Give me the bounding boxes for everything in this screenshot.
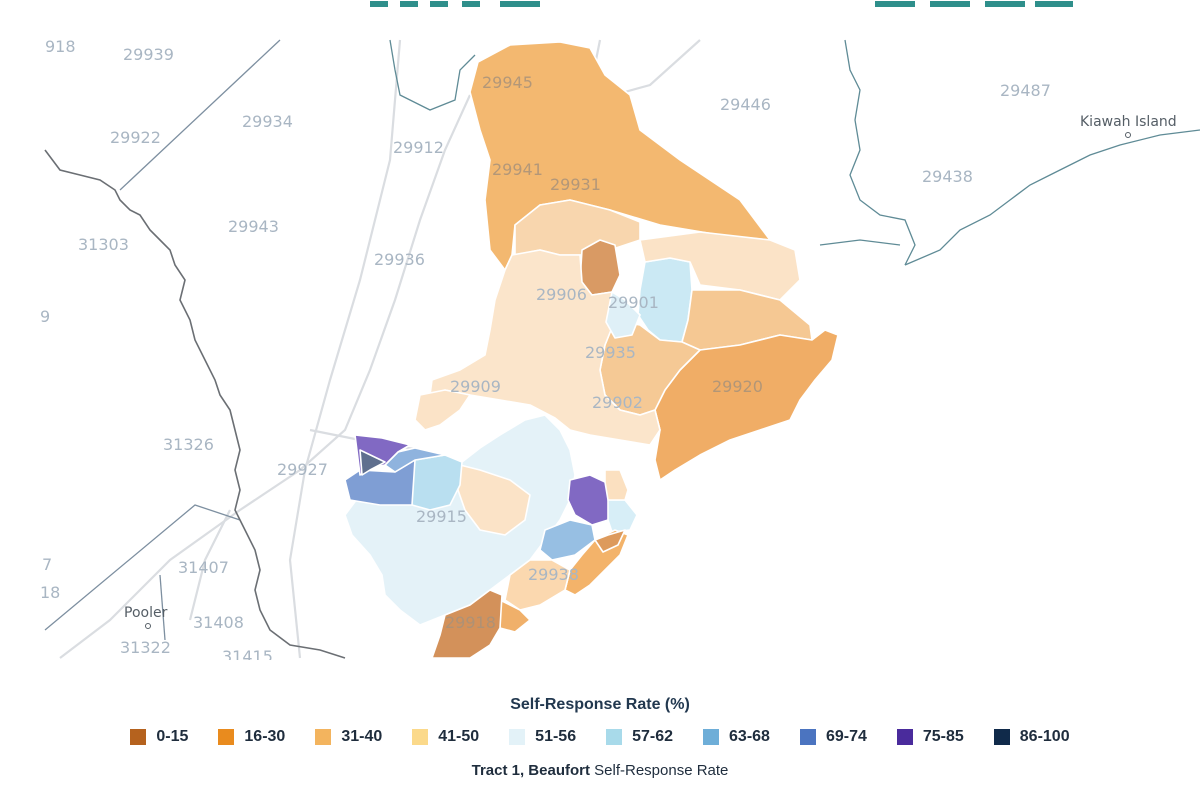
legend-swatch [799, 729, 816, 745]
legend-swatch [703, 729, 720, 745]
header-fragment-right [875, 0, 1075, 19]
zip-label: 29945 [482, 73, 533, 92]
zip-label: 29915 [416, 507, 467, 526]
boundary-lines [44, 39, 281, 641]
zip-label-partial: 9 [40, 307, 50, 326]
zip-label: 29487 [1000, 81, 1051, 100]
header-fragment-left [370, 0, 550, 19]
zip-label: 29438 [922, 167, 973, 186]
legend-item: 41-50 [412, 728, 479, 746]
legend: 0-15 16-30 31-40 41-50 51-56 57-62 63-68 69-74 7… [0, 724, 1200, 750]
tract-beige-south[interactable] [457, 464, 531, 536]
legend-label: 57-62 [632, 728, 674, 745]
legend-item: 16-30 [218, 728, 285, 746]
legend-label: 31-40 [341, 728, 383, 745]
zip-label-partial: 7 [42, 555, 52, 574]
tract-orange-coast-2[interactable] [594, 529, 626, 553]
legend-item: 31-40 [315, 728, 382, 746]
legend-label: 16-30 [244, 728, 286, 745]
zip-label: 29938 [528, 565, 579, 584]
legend-swatch [896, 729, 913, 745]
header-glyphs-right [875, 1, 1073, 7]
legend-swatch [218, 729, 235, 745]
legend-panel [0, 660, 1200, 792]
tract-beige-small-1[interactable] [604, 469, 629, 501]
legend-swatch [606, 729, 623, 745]
coastal-waterways [389, 39, 1200, 266]
zip-label: 29902 [592, 393, 643, 412]
map-caption: Tract 1, Beaufort Self-Response Rate [0, 762, 1200, 779]
zip-label: 29931 [550, 175, 601, 194]
place-label-kiawah-island: Kiawah Island [1080, 114, 1177, 130]
zip-label: 29939 [123, 45, 174, 64]
zip-label: 29941 [492, 160, 543, 179]
zip-label: 31303 [78, 235, 129, 254]
legend-item: 51-56 [509, 728, 576, 746]
zip-label: 29912 [393, 138, 444, 157]
zip-label: 29936 [374, 250, 425, 269]
savannah-river [44, 149, 346, 659]
legend-item: 57-62 [606, 728, 673, 746]
zip-label: 29934 [242, 112, 293, 131]
zip-label: 918 [45, 37, 76, 56]
zip-label: 29918 [445, 613, 496, 632]
legend-label: 51-56 [535, 728, 577, 745]
legend-swatch [315, 729, 332, 745]
legend-item: 0-15 [130, 728, 188, 746]
tract-0-15-29918[interactable] [431, 589, 503, 659]
zip-labels: 918 29939 29934 29922 29912 29945 29446 … [40, 37, 1051, 665]
zip-label: 29922 [110, 128, 161, 147]
legend-label: 86-100 [1019, 728, 1070, 745]
zip-label: 31322 [120, 638, 171, 657]
legend-item: 75-85 [896, 728, 964, 746]
caption-rest: Self-Response Rate [589, 762, 729, 779]
zip-label: 29920 [712, 377, 763, 396]
legend-label: 41-50 [438, 728, 480, 745]
header-glyphs-left [370, 1, 540, 7]
tracts [344, 41, 839, 659]
tract-peach-south[interactable] [504, 559, 571, 611]
tract-beige-29909[interactable] [429, 249, 661, 446]
kiawah-island-marker-icon [1125, 132, 1131, 138]
tract-beige-west-strip[interactable] [414, 389, 471, 431]
place-label-pooler: Pooler [124, 605, 168, 621]
zip-label: 29909 [450, 377, 501, 396]
zip-label: 29446 [720, 95, 771, 114]
tract-light-blue-small[interactable] [605, 291, 641, 339]
legend-item: 63-68 [703, 728, 770, 746]
legend-label: 0-15 [156, 728, 189, 745]
zip-label: 31326 [163, 435, 214, 454]
zip-label: 29906 [536, 285, 587, 304]
legend-swatch [412, 729, 429, 745]
pooler-marker-icon [145, 623, 151, 629]
tract-blue-63-68-east[interactable] [539, 519, 596, 561]
legend-item: 86-100 [993, 728, 1070, 746]
zip-code-map[interactable]: 918 29939 29934 29922 29912 29945 29446 … [0, 0, 1200, 665]
place-labels: Kiawah Island Pooler [124, 114, 1177, 629]
legend-swatch [509, 729, 526, 745]
tract-dark-86-100[interactable] [359, 449, 386, 476]
legend-swatch [130, 729, 147, 745]
zip-label: 29935 [585, 343, 636, 362]
legend-label: 69-74 [825, 728, 867, 745]
zip-label: 29927 [277, 460, 328, 479]
zip-label: 31408 [193, 613, 244, 632]
legend-label: 63-68 [729, 728, 770, 745]
legend-swatch [993, 729, 1010, 745]
legend-label: 75-85 [922, 728, 964, 745]
zip-label: 29901 [608, 293, 659, 312]
zip-label-partial: 18 [40, 583, 60, 602]
zip-label: 29943 [228, 217, 279, 236]
legend-item: 69-74 [799, 728, 867, 746]
zip-label: 31407 [178, 558, 229, 577]
legend-title: Self-Response Rate (%) [510, 696, 690, 713]
caption-bold: Tract 1, Beaufort [471, 762, 590, 779]
